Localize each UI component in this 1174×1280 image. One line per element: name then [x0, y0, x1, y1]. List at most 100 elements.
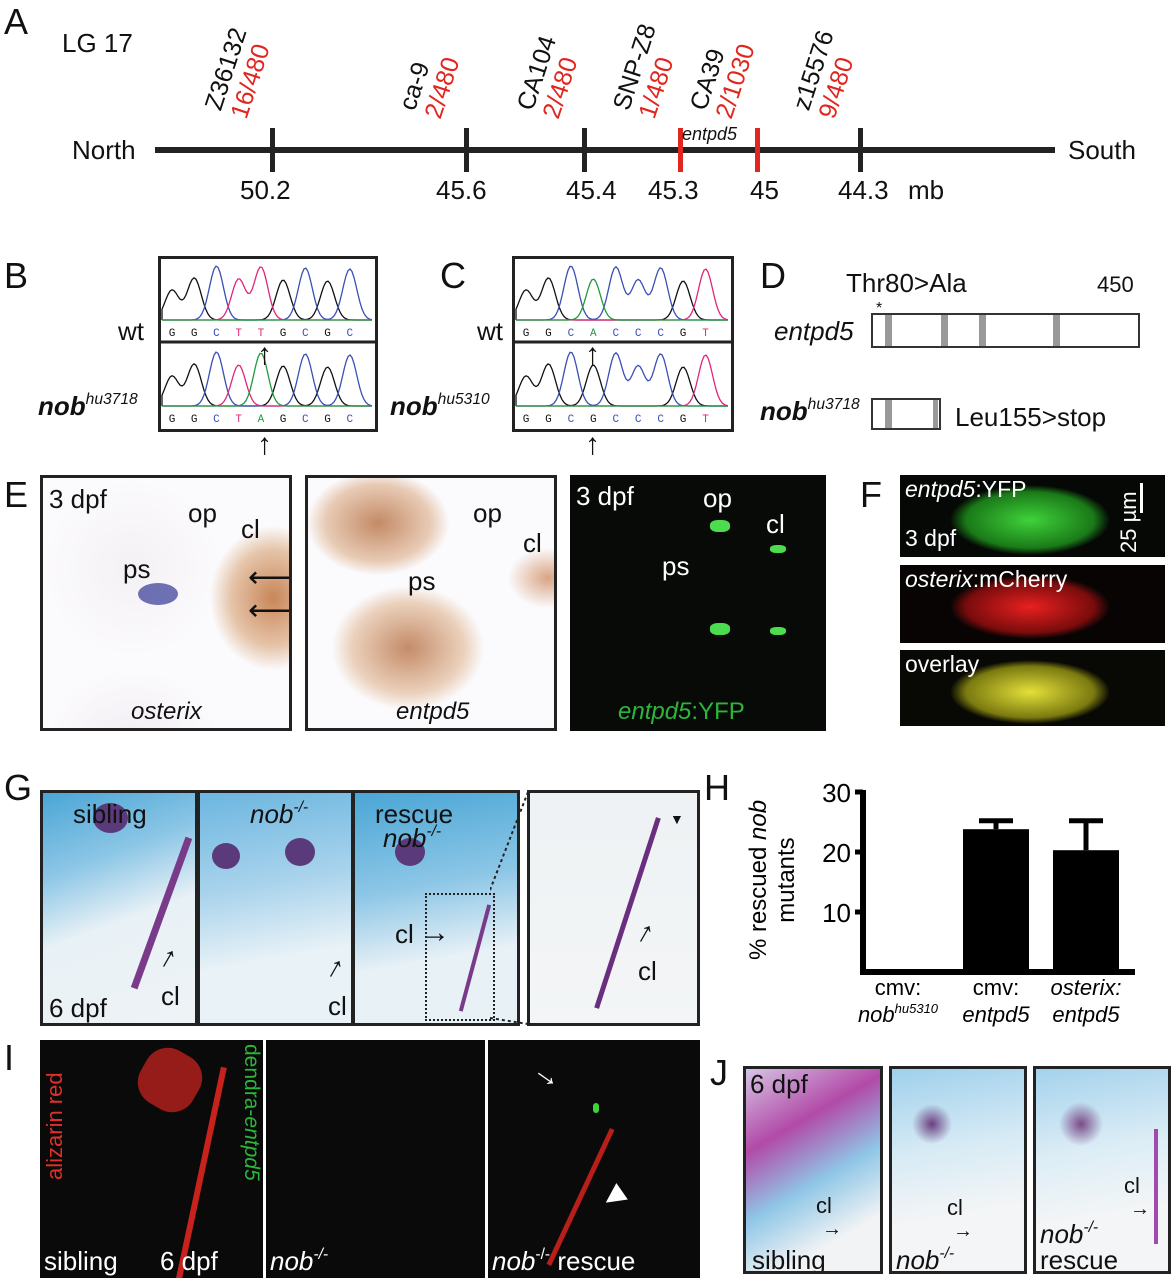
nob-label: nob-/- — [270, 1246, 329, 1274]
cl-label: cl — [638, 956, 657, 986]
osterix-insitu-image: 3 dpf op cl ps ⟵ ⟵ osterix — [40, 475, 292, 731]
allele: hu5310 — [437, 391, 490, 409]
genotype: -/- — [313, 1246, 329, 1264]
domain-mark — [979, 315, 986, 346]
base-call: G — [523, 414, 530, 426]
base-call: C — [346, 414, 353, 426]
arrow-right-icon: → — [953, 1220, 973, 1242]
base-call: T — [702, 328, 709, 340]
base-call: C — [346, 328, 353, 340]
base-call: C — [635, 414, 642, 426]
marker-tick — [464, 128, 469, 172]
base-call: C — [612, 414, 619, 426]
osterix-label: osterix — [131, 698, 202, 725]
unit-label: mb — [908, 175, 945, 205]
base-call: G — [680, 328, 687, 340]
ps-label: ps — [123, 554, 151, 584]
op-label: op — [703, 483, 732, 513]
overlay-panel: overlay — [900, 650, 1165, 726]
trace-G — [161, 276, 372, 321]
entpd5-insitu-image: op cl ps entpd5 — [305, 475, 557, 731]
x-tick-label-line2: entpd5 — [962, 1002, 1030, 1027]
bar — [963, 829, 1029, 972]
arrow-up-icon: ↑ — [585, 428, 600, 461]
trace-A — [162, 352, 372, 407]
marker-position: 45.6 — [436, 175, 487, 205]
x-tick-label: cmv: — [875, 975, 921, 1000]
trace-A — [516, 278, 728, 321]
base-call: C — [635, 328, 642, 340]
rescue-label: rescue — [375, 799, 454, 829]
mutant-j-image: cl → nob-/- — [889, 1066, 1027, 1274]
marker-label: ca-9 2/480 — [394, 46, 466, 122]
arrow-left-icon: ⟵ — [248, 561, 292, 594]
chromosome-line — [155, 147, 1055, 153]
base-call: G — [523, 328, 530, 340]
linkage-group-label: LG 17 — [62, 28, 133, 58]
ps-label: ps — [408, 566, 436, 596]
dpf-label: 3 dpf — [576, 481, 634, 511]
panel-label-i: I — [4, 1037, 15, 1078]
truncated-label: nobhu3718 — [760, 396, 860, 424]
mutant-fluorescence-image: nob-/- — [266, 1040, 485, 1278]
marker-position: 45.3 — [648, 175, 699, 205]
marker-tick — [582, 128, 587, 172]
panel-label-f: F — [860, 474, 882, 515]
base-call: C — [302, 414, 309, 426]
wt-label-c: wt — [477, 316, 503, 346]
ylabel-italic: nob — [745, 800, 772, 840]
base-call: G — [590, 414, 597, 426]
base-call: C — [213, 414, 220, 426]
panel-label-a: A — [4, 1, 29, 42]
north-label: North — [72, 135, 136, 165]
mutant-stain-image: nob-/- cl ↑ — [197, 790, 354, 1026]
dendra-label: dendra-entpd5 — [240, 1044, 263, 1181]
chromatogram-c: G G C A C C C G T G G C G C C C G T — [512, 256, 734, 432]
mutant-name: nob — [390, 391, 438, 421]
red-signal — [129, 1040, 211, 1121]
green-signal — [593, 1103, 599, 1113]
mcherry-panel: osterix:mCherry — [900, 565, 1165, 643]
base-call: G — [169, 328, 176, 340]
genotype: -/- — [293, 799, 309, 817]
cl-label: cl — [523, 528, 542, 558]
yfp-panel: entpd5:YFP 3 dpf 25 µm — [900, 475, 1165, 557]
zoom-region-box — [425, 893, 495, 1021]
cleithrum — [1154, 1129, 1158, 1244]
scale-bar — [1140, 483, 1143, 513]
entpd5-label: entpd5 — [396, 698, 470, 725]
base-call: C — [657, 328, 664, 340]
nob: nob — [492, 1246, 536, 1276]
cl-label: cl — [328, 991, 347, 1021]
gene: entpd5 — [905, 476, 976, 502]
protein-full-bar — [871, 313, 1140, 348]
panel-label-d: D — [760, 255, 786, 296]
base-call: T — [702, 414, 709, 426]
allele: hu3718 — [807, 396, 860, 414]
dpf-label: 3 dpf — [905, 525, 957, 551]
otolith — [395, 838, 425, 866]
category-sup: hu5310 — [895, 1001, 939, 1016]
signal — [710, 623, 730, 635]
base-call: C — [213, 328, 220, 340]
marker-tick — [858, 128, 863, 172]
dendra: dendra- — [240, 1044, 263, 1117]
domain-mark — [941, 315, 948, 346]
base-call: G — [545, 414, 552, 426]
base-call: C — [657, 414, 664, 426]
x-tick-label: cmv: — [973, 975, 1019, 1000]
arrowhead-icon: ▼ — [670, 811, 684, 827]
base-call: G — [191, 328, 198, 340]
sibling-fluorescence-image: alizarin red dendra-entpd5 sibling 6 dpf — [40, 1040, 263, 1278]
bar — [1053, 850, 1119, 972]
yfp-label: entpd5:YFP — [905, 478, 1026, 501]
trace-G — [161, 362, 372, 407]
arrow-up-icon: ↑ — [585, 338, 600, 371]
nob: nob — [1040, 1219, 1084, 1249]
marker-position: 50.2 — [240, 175, 291, 205]
rescue-j-image: cl → nob-/- rescue — [1033, 1066, 1171, 1274]
rescue-stain-image: rescue nob-/- cl → — [352, 790, 520, 1026]
cl-label: cl — [766, 509, 785, 539]
category-name: entpd5 — [1052, 1002, 1120, 1027]
